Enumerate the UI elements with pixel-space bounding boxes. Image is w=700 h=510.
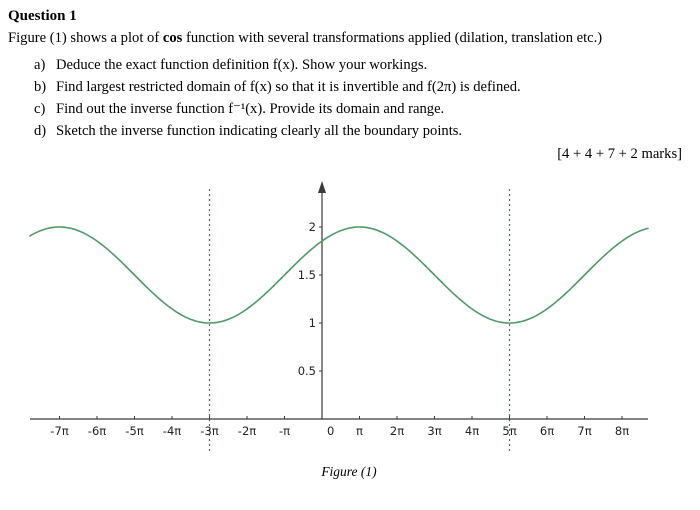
- x-tick-label: 8π: [615, 424, 629, 438]
- y-tick-label: 1: [309, 316, 316, 330]
- question-item-label: b): [34, 79, 47, 95]
- question-item-label: d): [34, 123, 47, 139]
- intro-prefix: Figure (1) shows a plot of: [8, 30, 163, 46]
- intro-suffix: function with several transformations ap…: [182, 30, 603, 46]
- question-item-d: d) Sketch the inverse function indicating…: [34, 121, 690, 141]
- question-list: a) Deduce the exact function definition f…: [8, 55, 690, 141]
- question-item-text: Find largest restricted domain of f(x) s…: [56, 79, 521, 95]
- figure-caption: Figure (1): [321, 464, 377, 479]
- question-item-b: b) Find largest restricted domain of f(x)…: [34, 77, 690, 97]
- figure-plot: -7π -6π -5π -4π -3π -2π -π 0 π 2π 3π 4π 5π 6π 7π 8π 0.5 1…: [29, 181, 649, 453]
- question-item-text: Find out the inverse function f⁻¹(x). Pr…: [56, 101, 445, 117]
- x-tick-label: -3π: [200, 424, 218, 438]
- x-tick-label: -2π: [238, 424, 256, 438]
- x-tick-label: 5π: [502, 424, 516, 438]
- question-page: Question 1 Figure (1) shows a plot of co…: [8, 8, 690, 480]
- question-item-text: Deduce the exact function definition f(x…: [56, 57, 428, 73]
- question-item-c: c) Find out the inverse function f⁻¹(x). …: [34, 99, 690, 119]
- cos-curve: [29, 226, 649, 324]
- x-tick-label: -π: [279, 424, 290, 438]
- x-tick-label: 7π: [577, 424, 591, 438]
- question-title: Question 1: [8, 8, 77, 24]
- x-tick-label: 4π: [465, 424, 479, 438]
- y-tick-label: 1.5: [298, 268, 316, 282]
- x-tick-label: 6π: [540, 424, 554, 438]
- question-item-a: a) Deduce the exact function definition f…: [34, 55, 690, 75]
- marks-label: [4 + 4 + 7 + 2 marks]: [557, 146, 682, 162]
- x-tick-label: -5π: [125, 424, 143, 438]
- x-tick-label: 0: [327, 424, 334, 438]
- x-tick-label: -4π: [163, 424, 181, 438]
- x-tick-label: -7π: [50, 424, 68, 438]
- y-tick-label: 0.5: [298, 364, 316, 378]
- x-tick-label: π: [356, 424, 363, 438]
- x-tick-label: 2π: [390, 424, 404, 438]
- x-tick-label: 3π: [427, 424, 441, 438]
- x-tick-label: -6π: [88, 424, 106, 438]
- y-tick-label: 2: [309, 220, 316, 234]
- question-item-label: a): [34, 57, 46, 73]
- intro-bold-cos: cos: [162, 30, 183, 46]
- question-intro: Figure (1) shows a plot of cos function …: [8, 28, 690, 48]
- figure-area: -7π -6π -5π -4π -3π -2π -π 0 π 2π 3π 4π 5π 6π 7π 8π 0.5 1…: [8, 169, 690, 480]
- y-axis-arrow: [318, 181, 326, 193]
- question-item-label: c): [34, 101, 46, 117]
- question-item-text: Sketch the inverse function indicating c…: [56, 123, 463, 139]
